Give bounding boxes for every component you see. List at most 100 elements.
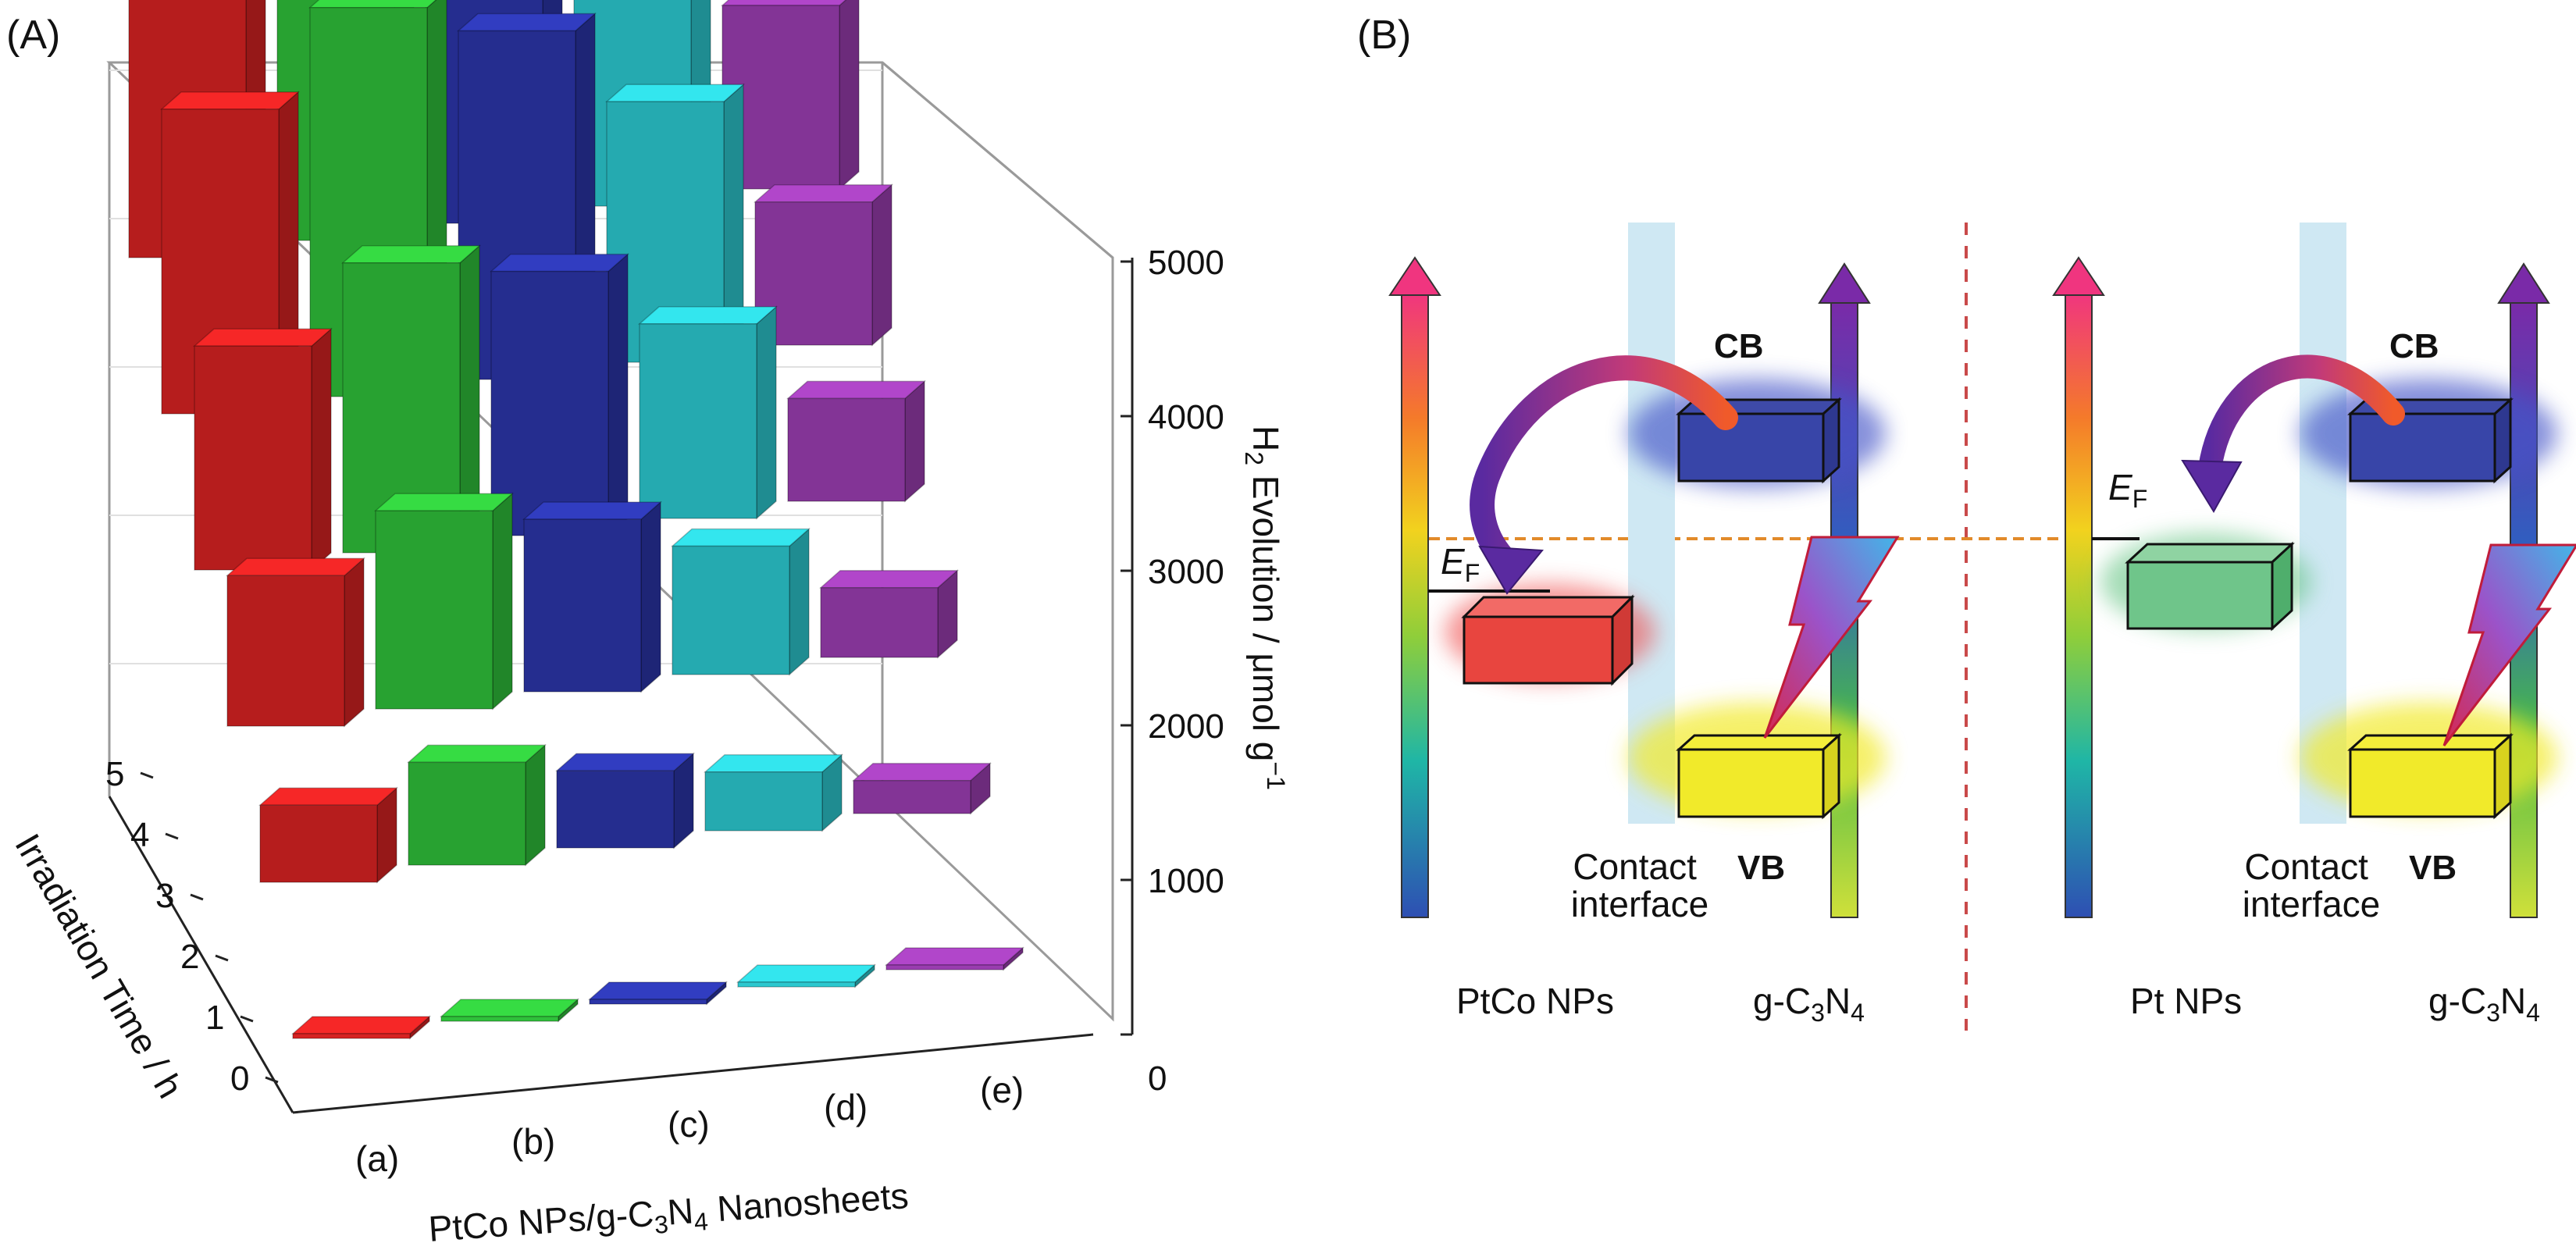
left-semiconductor-label: g-C3N4 <box>1753 981 1865 1027</box>
bar-front <box>639 323 757 519</box>
bar-top <box>605 84 745 103</box>
left-light-bolt-icon <box>1763 536 1900 739</box>
category-label: (d) <box>824 1087 868 1127</box>
bar-d-t3 <box>638 305 778 520</box>
panel-b-band-diagram: (B) CB <box>1357 12 2576 1031</box>
depth-tick-label: 0 <box>230 1059 249 1098</box>
bar-top <box>193 328 333 347</box>
bar-top <box>226 557 365 577</box>
bar-side <box>640 500 661 693</box>
depth-tick-label: 4 <box>130 816 149 854</box>
bar-front <box>737 981 856 988</box>
left-metal-energy-arrowhead <box>1388 256 1441 296</box>
bar-front <box>226 575 345 727</box>
left-electron-transfer-arrow <box>1470 355 1738 575</box>
left-system: CB VB EF <box>1388 223 1900 1027</box>
bar-front <box>408 761 526 866</box>
left-metal-energy-axis <box>1401 292 1429 918</box>
bar-top <box>407 744 547 764</box>
category-label: (e) <box>980 1070 1024 1110</box>
bar-top <box>160 91 300 110</box>
bar-front <box>259 804 378 883</box>
bar-top <box>721 0 847 6</box>
bar-d-t0 <box>736 963 876 988</box>
left-metal-front <box>1463 615 1614 685</box>
bar-side <box>607 252 629 537</box>
y-axis-label: H2 Evolution / μmol g−1 <box>1240 426 1290 790</box>
bar-top <box>555 753 695 772</box>
bar-side <box>904 379 925 503</box>
bar-a-t3 <box>193 327 333 572</box>
bar-front <box>440 1016 559 1022</box>
depth-tick <box>265 1076 279 1084</box>
right-electron-transfer-arrowhead <box>2181 459 2243 513</box>
bar-e-t5 <box>721 0 860 191</box>
bar-top <box>786 380 926 400</box>
right-metal-energy-arrowhead <box>2052 256 2105 296</box>
bar-top <box>819 569 959 589</box>
left-semi-energy-arrowhead <box>1818 262 1871 304</box>
bar-b-t3 <box>341 244 481 554</box>
bar-front <box>672 545 790 675</box>
left-vb-box <box>1676 732 1842 820</box>
bar-front <box>292 1033 411 1039</box>
left-cb-box <box>1676 397 1842 484</box>
bar-b-t2 <box>374 492 514 710</box>
depth-tick-label: 3 <box>155 877 174 915</box>
bar-side <box>789 527 810 676</box>
depth-axis-label: Irradiation Time / h <box>7 827 191 1105</box>
right-cb-label: CB <box>2389 327 2439 365</box>
bar-top <box>308 0 437 9</box>
bar-c-t1 <box>555 752 695 849</box>
bar-front <box>853 779 971 814</box>
category-label: (c) <box>668 1104 710 1145</box>
y-tick-label: 5000 <box>1148 244 1224 282</box>
left-cb-label: CB <box>1714 327 1764 365</box>
bar-d-t1 <box>704 753 843 832</box>
bar-top <box>852 762 992 782</box>
right-contact-interface-label: Contact interface <box>2243 846 2380 924</box>
right-vb-label: VB <box>2409 849 2457 887</box>
left-contact-interface-label: Contact interface <box>1571 846 1708 924</box>
bar-front <box>787 397 906 502</box>
bar-top <box>291 1016 431 1035</box>
bars-group <box>128 0 1024 1040</box>
bar-top <box>736 964 876 983</box>
bar-d-t2 <box>671 527 811 676</box>
right-system: CB VB EF Contact in <box>2052 223 2576 1027</box>
right-metal-front <box>2126 561 2274 630</box>
bar-top <box>588 981 728 1000</box>
bar-front <box>556 770 675 849</box>
bar-side <box>839 0 860 191</box>
bar-top <box>522 501 662 520</box>
bar-side <box>756 305 777 520</box>
x-axis-label: PtCo NPs/g-C3N4 Nanosheets <box>427 1175 910 1250</box>
bar-top <box>704 754 843 773</box>
bar-b-t1 <box>407 743 547 867</box>
bar-front <box>820 586 939 658</box>
right-light-bolt-icon <box>2442 543 2576 746</box>
bar-top <box>490 253 629 272</box>
right-ef-label: EF <box>2108 467 2147 513</box>
bar-a-t2 <box>226 557 365 728</box>
bar-e-t1 <box>852 762 992 815</box>
bar-e-t2 <box>819 569 959 659</box>
panel-b-label: (B) <box>1357 12 1411 58</box>
right-semiconductor-label: g-C3N4 <box>2428 981 2540 1027</box>
bar-top <box>754 183 893 203</box>
left-vb-label: VB <box>1737 849 1785 887</box>
depth-axis-line <box>108 796 294 1113</box>
right-electron-transfer-arrow <box>2198 354 2405 480</box>
bar-top <box>374 493 514 511</box>
bar-front <box>754 201 873 346</box>
panel-a-label: (A) <box>6 12 60 58</box>
bar-front <box>589 999 707 1005</box>
bar-side <box>344 557 365 728</box>
right-metal-box <box>2125 541 2295 632</box>
depth-tick <box>140 771 154 779</box>
bar-top <box>440 999 579 1017</box>
bar-a-t1 <box>258 786 398 884</box>
chart-floor <box>108 258 1134 1114</box>
